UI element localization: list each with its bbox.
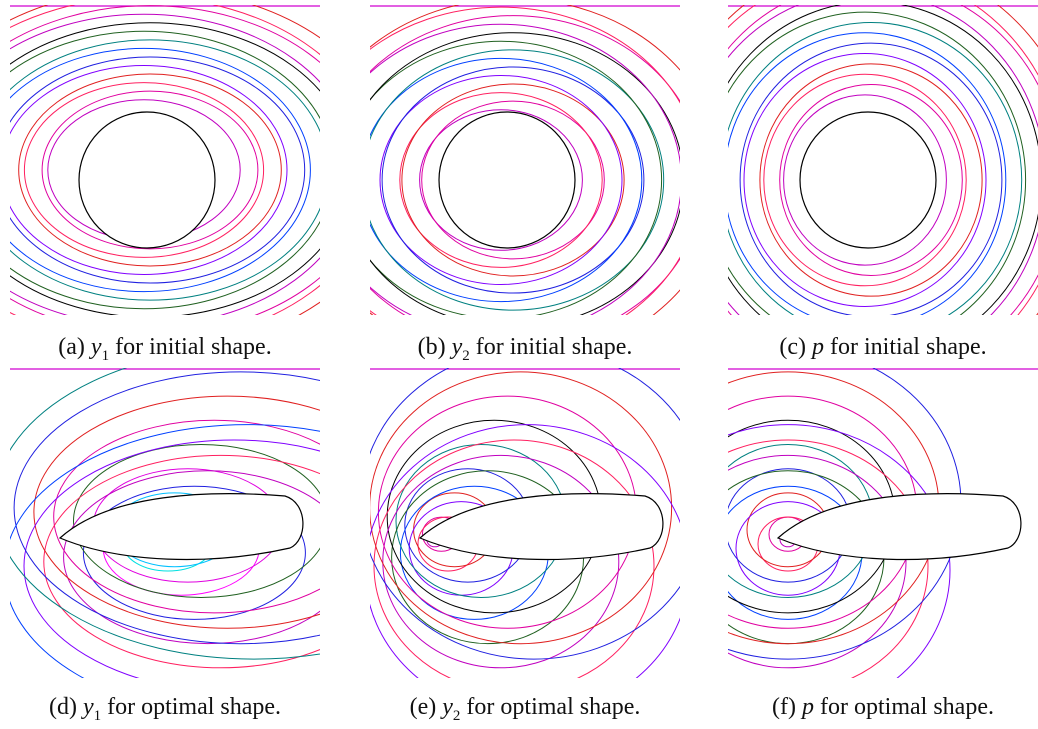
page: (a) y1 for initial shape.(b) y2 for init… bbox=[0, 0, 1038, 729]
contour-plot bbox=[370, 5, 680, 315]
caption-sub: 2 bbox=[462, 348, 470, 364]
caption-label: (d) bbox=[49, 694, 77, 720]
caption-symbol: y bbox=[452, 334, 463, 360]
contour-plot bbox=[370, 368, 680, 678]
caption-text: for optimal shape. bbox=[466, 694, 640, 720]
caption-label: (c) bbox=[779, 334, 806, 360]
caption-text: for initial shape. bbox=[476, 334, 633, 360]
caption: (e) y2 for optimal shape. bbox=[352, 694, 698, 725]
caption-label: (e) bbox=[410, 694, 437, 720]
contour-plot bbox=[728, 5, 1038, 315]
caption: (f) p for optimal shape. bbox=[710, 694, 1038, 721]
caption-label: (a) bbox=[58, 334, 85, 360]
caption-symbol: p bbox=[812, 334, 824, 360]
caption-symbol: p bbox=[802, 694, 814, 720]
caption-sub: 1 bbox=[102, 348, 110, 364]
caption-text: for initial shape. bbox=[830, 334, 987, 360]
caption-sub: 2 bbox=[453, 708, 461, 724]
caption-text: for optimal shape. bbox=[107, 694, 281, 720]
caption-text: for optimal shape. bbox=[820, 694, 994, 720]
body-outline bbox=[778, 494, 1021, 560]
contour-plot bbox=[10, 368, 320, 678]
body-outline bbox=[439, 112, 575, 248]
contour-plot bbox=[728, 368, 1038, 678]
body-outline bbox=[60, 494, 303, 560]
caption-symbol: y bbox=[91, 334, 102, 360]
caption-label: (f) bbox=[772, 694, 796, 720]
caption-symbol: y bbox=[442, 694, 453, 720]
contour-line bbox=[44, 455, 320, 667]
caption: (b) y2 for initial shape. bbox=[352, 334, 698, 365]
caption: (d) y1 for optimal shape. bbox=[0, 694, 338, 725]
contour-plot bbox=[10, 5, 320, 315]
caption-text: for initial shape. bbox=[115, 334, 272, 360]
caption: (a) y1 for initial shape. bbox=[0, 334, 338, 365]
body-outline bbox=[800, 112, 936, 248]
body-outline bbox=[420, 494, 663, 560]
caption-symbol: y bbox=[83, 694, 94, 720]
caption: (c) p for initial shape. bbox=[710, 334, 1038, 361]
body-outline bbox=[79, 112, 215, 248]
caption-sub: 1 bbox=[94, 708, 102, 724]
caption-label: (b) bbox=[418, 334, 446, 360]
